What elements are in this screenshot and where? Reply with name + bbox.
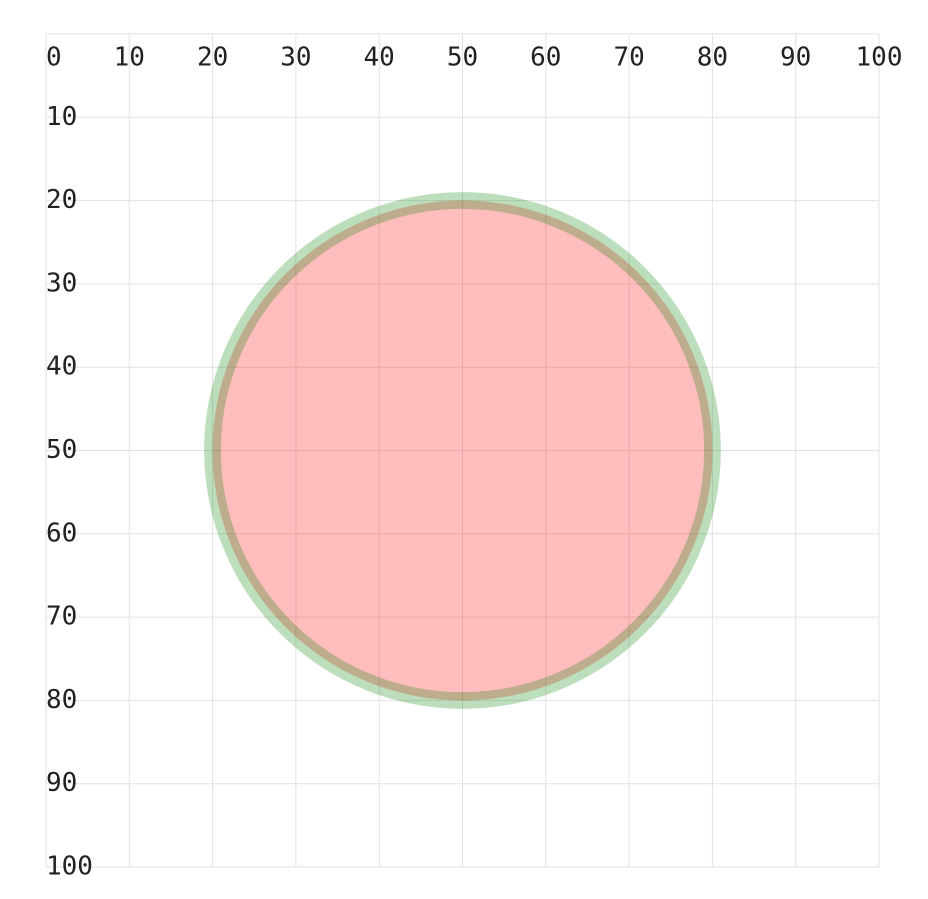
y-label: 20 [46, 185, 77, 215]
x-label: 70 [613, 43, 644, 73]
x-label: 90 [780, 43, 811, 73]
y-label: 40 [46, 352, 77, 382]
y-label: 90 [46, 768, 77, 798]
y-label: 30 [46, 268, 77, 298]
x-label: 50 [447, 43, 478, 73]
x-label: 60 [530, 43, 561, 73]
x-label: 10 [114, 43, 145, 73]
circle [204, 192, 721, 709]
x-label: 80 [697, 43, 728, 73]
y-label: 10 [46, 102, 77, 132]
labels: 0 10 20 30 40 50 60 70 80 90 100 10 20 30 40 50 60 70 80 90… [46, 43, 902, 882]
y-label: 50 [46, 435, 77, 465]
x-label: 0 [46, 43, 62, 73]
x-label: 100 [856, 43, 903, 73]
x-label: 20 [197, 43, 228, 73]
y-label: 70 [46, 602, 77, 632]
x-label: 40 [364, 43, 395, 73]
grid [45, 33, 880, 868]
x-label: 30 [280, 43, 311, 73]
y-label: 80 [46, 685, 77, 715]
y-label: 60 [46, 518, 77, 548]
y-label: 100 [46, 852, 93, 882]
